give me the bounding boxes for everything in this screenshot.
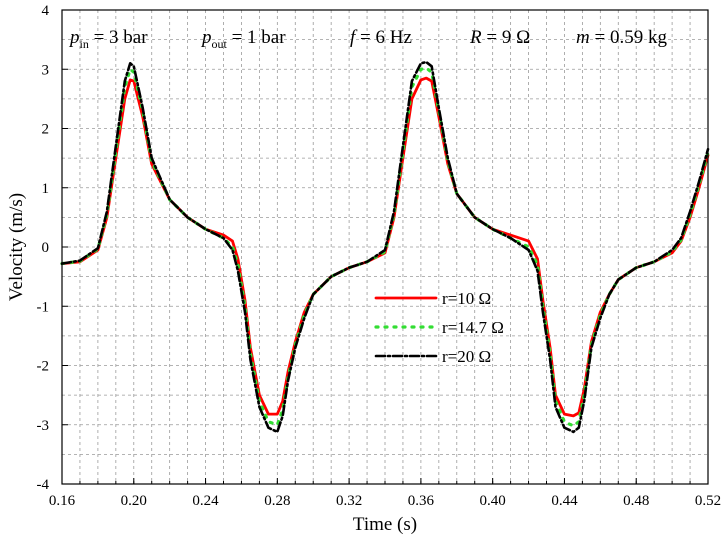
- x-tick-label: 0.44: [551, 493, 578, 509]
- annotation-value: = 9 Ω: [482, 27, 531, 48]
- series-layer: [60, 60, 710, 434]
- parameter-annotation: f = 6 Hz: [350, 27, 412, 48]
- y-tick-label: 4: [42, 3, 50, 19]
- axis-ticks: [61, 9, 709, 485]
- legend-label-2: r=14.7 Ω: [442, 318, 504, 337]
- series-line-3: [60, 60, 710, 434]
- x-tick-label: 0.48: [623, 493, 649, 509]
- y-tick-label: -4: [37, 477, 50, 493]
- y-tick-label: -2: [37, 359, 50, 375]
- annotation-subscript: out: [212, 37, 228, 51]
- x-tick-label: 0.32: [336, 493, 362, 509]
- x-tick-label: 0.16: [49, 493, 76, 509]
- legend-label-1: r=10 Ω: [442, 289, 491, 308]
- x-tick-label: 0.52: [695, 493, 721, 509]
- annotation-value: = 0.59 kg: [590, 27, 668, 48]
- annotation-value: = 6 Hz: [355, 27, 412, 48]
- annotation-symbol: p: [200, 27, 212, 48]
- grid-lines: [62, 10, 708, 484]
- x-tick-label: 0.24: [192, 493, 219, 509]
- annotation-symbol: p: [68, 27, 80, 48]
- parameter-annotation: pin = 3 bar: [68, 27, 148, 51]
- x-axis-title: Time (s): [353, 514, 417, 535]
- y-tick-label: 2: [42, 122, 50, 138]
- legend: r=10 Ω r=14.7 Ω r=20 Ω: [374, 289, 504, 366]
- x-tick-label: 0.36: [408, 493, 435, 509]
- annotation-value: = 1 bar: [227, 27, 286, 48]
- parameter-annotation: m = 0.59 kg: [576, 27, 667, 48]
- y-tick-label: -1: [37, 299, 50, 315]
- x-tick-label: 0.40: [480, 493, 506, 509]
- x-tick-label: 0.20: [121, 493, 147, 509]
- annotation-symbol: f: [350, 27, 358, 48]
- y-tick-label: 0: [42, 240, 50, 256]
- annotation-symbol: R: [469, 27, 482, 48]
- y-tick-label: -3: [37, 418, 50, 434]
- annotation-subscript: in: [80, 37, 89, 51]
- legend-label-3: r=20 Ω: [442, 347, 491, 366]
- y-tick-label: 3: [42, 62, 50, 78]
- x-tick-label: 0.28: [264, 493, 290, 509]
- annotation-value: = 3 bar: [89, 27, 148, 48]
- x-tick-labels: 0.16 0.20 0.24 0.28 0.32 0.36 0.40 0.44 0.48 0.52: [49, 493, 721, 509]
- parameter-annotation: pout = 1 bar: [200, 27, 286, 51]
- parameter-annotation: R = 9 Ω: [469, 27, 530, 48]
- y-tick-labels: -4 -3 -2 -1 0 1 2 3 4: [37, 3, 50, 493]
- y-tick-label: 1: [42, 181, 50, 197]
- annotation-symbol: m: [576, 27, 590, 48]
- y-axis-title: Velocity (m/s): [6, 193, 27, 301]
